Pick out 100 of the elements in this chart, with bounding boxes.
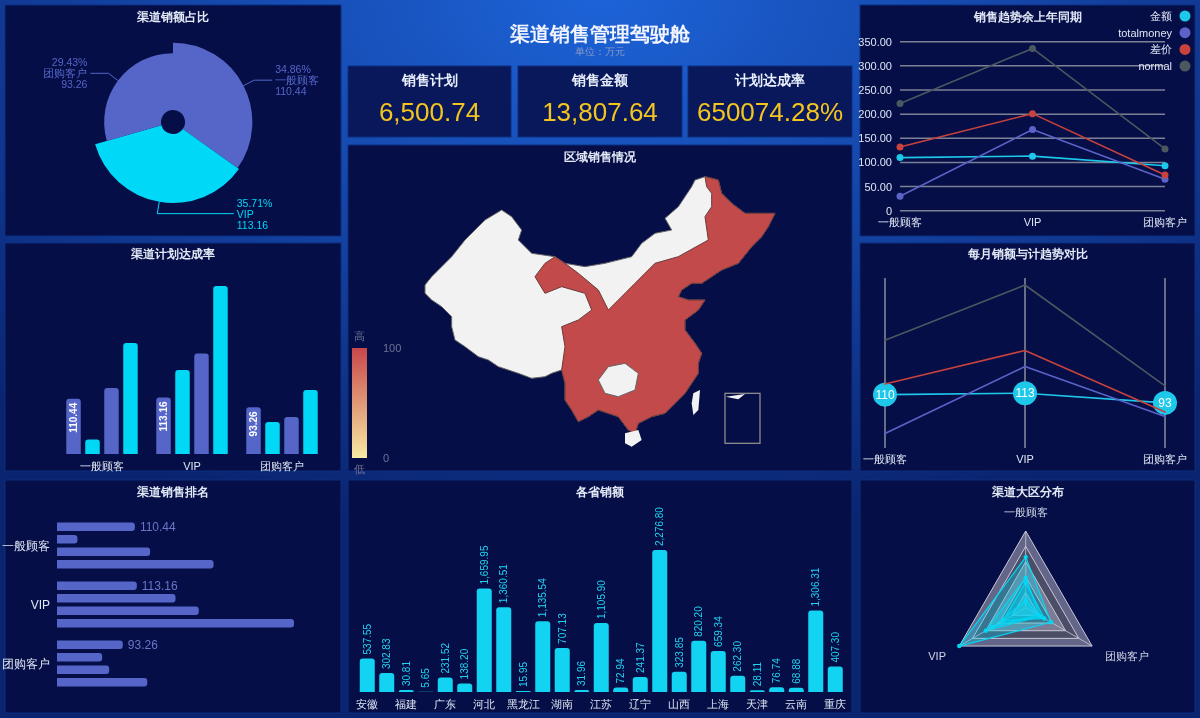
data-label: 113.16 [141,578,178,593]
data-label: 15.95 [517,661,529,688]
data-label: 1,360.51 [498,563,510,604]
text: 6,500.74 [378,97,481,127]
x-tick-label: VIP [1023,215,1042,228]
y-tick-label: 100.00 [858,156,892,169]
data-label: 113 [1015,386,1035,401]
data-label: 76.74 [771,657,783,684]
y-tick-label: 团购客户 [2,656,50,671]
text: 单位：万元 [575,45,625,57]
data-label: 2,276.80 [654,506,666,546]
data-label: 5.65 [420,667,432,688]
spoke-label: 一般顾客 [1003,505,1048,518]
text: 渠道销售管理驾驶舱 [509,23,691,45]
data-label: 537.55 [361,623,373,655]
x-tick-label: 团购客户 [1143,453,1187,465]
data-label: 1,105.90 [595,579,607,620]
chart-title: 渠道销售排名 [136,485,209,499]
x-tick-label: 福建 [395,698,418,710]
x-tick-label: 一般顾客 [878,215,922,228]
data-label: 113.16 [236,218,269,231]
y-tick-label: 50.00 [864,180,892,193]
legend-label: 差价 [1150,43,1172,56]
data-label: 93.26 [61,78,88,91]
data-label: 1,306.31 [810,567,822,607]
data-label: 659.34 [712,615,724,647]
data-label: 1,659.95 [478,545,490,585]
text: 计划达成率 [734,72,805,88]
x-tick-label: 江苏 [590,698,613,710]
y-tick-label: VIP [30,597,50,612]
x-tick-label: 一般顾客 [80,460,124,472]
data-label: 407.30 [829,631,841,663]
data-label: 1,135.54 [537,577,549,618]
y-tick-label: 150.00 [858,132,892,145]
chart-title: 渠道计划达成率 [130,247,215,261]
data-label: 231.52 [439,642,451,674]
y-tick-label: 一般顾客 [2,538,50,553]
data-label: 31.96 [576,660,588,687]
x-tick-label: 上海 [707,698,730,710]
data-label: 93.26 [127,637,159,652]
spoke-label: 团购客户 [1105,649,1150,662]
x-tick-label: 湖南 [551,698,574,710]
spoke-label: VIP [928,649,946,662]
legend-label: normal [1138,60,1172,73]
chart-title: 各省销额 [575,485,625,499]
text: 低 [354,463,365,475]
y-tick-label: 350.00 [858,35,892,48]
y-tick-label: 0 [885,204,892,217]
chart-title: 渠道大区分布 [990,485,1064,499]
x-tick-label: 广东 [434,698,457,710]
text: 销售计划 [400,72,458,88]
data-label: 110.44 [139,519,177,534]
text: 29.43% [51,56,88,69]
x-tick-label: 重庆 [824,698,847,710]
y-tick-label: 200.00 [858,108,892,121]
x-tick-label: 天津 [746,698,769,710]
x-tick-label: 河北 [473,698,496,710]
data-label: 110.44 [68,402,80,433]
slice-label: 团购客户 [43,67,88,80]
data-label: 30.81 [400,660,412,687]
text: 35.71% [236,196,273,209]
x-tick-label: 辽宁 [629,698,652,710]
x-tick-label: 安徽 [356,698,379,710]
x-tick-label: 团购客户 [1143,215,1187,228]
x-tick-label: 山西 [668,698,691,710]
data-label: 262.30 [732,640,744,672]
x-tick-label: 黑龙江 [506,698,540,710]
data-label: 72.94 [615,657,627,684]
text: 650074.28% [696,97,844,127]
text: 高 [354,330,365,342]
x-tick-label: 团购客户 [260,460,304,472]
data-label: 138.20 [459,648,471,680]
text: 销售金额 [571,72,629,88]
data-label: 28.11 [751,661,763,687]
x-tick-label: VIP [183,460,201,472]
legend-label: 金额 [1150,10,1172,22]
data-label: 113.16 [158,400,170,432]
text: 区域销售情况 [564,150,637,164]
data-label: 93.26 [248,410,260,437]
chart-title: 渠道销额占比 [136,10,209,24]
data-label: 323.85 [673,636,685,668]
data-label: 302.83 [381,638,393,670]
text: 34.86% [275,63,311,76]
text: 13,807.64 [542,97,658,127]
data-label: 110 [875,387,895,402]
data-label: 110.44 [275,85,307,98]
data-label: 241.37 [634,641,646,673]
data-label: 707.13 [556,612,568,644]
chart-title: 销售趋势余上年同期 [972,10,1082,24]
legend-label: totalmoney [1118,26,1173,39]
text: 100 [383,342,402,354]
data-label: 820.20 [693,605,705,637]
slice-label: VIP [236,207,254,220]
chart-title: 每月销额与计趋势对比 [966,247,1088,261]
x-tick-label: VIP [1016,453,1034,465]
text: 0 [383,452,390,464]
y-tick-label: 300.00 [858,59,892,72]
data-label: 68.88 [790,658,802,684]
data-label: 93 [1158,395,1172,410]
y-tick-label: 250.00 [858,83,892,96]
